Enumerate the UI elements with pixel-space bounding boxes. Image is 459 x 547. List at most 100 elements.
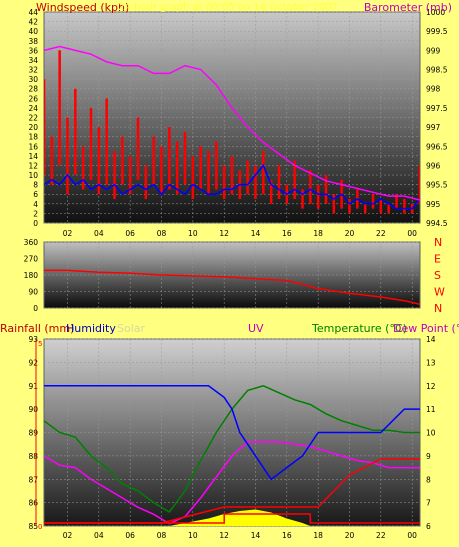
- x-tick-label: 08: [157, 229, 167, 238]
- x-tick-label: 06: [125, 229, 135, 238]
- solar-area: [169, 509, 311, 526]
- y-tick-label-right: 996: [426, 161, 441, 170]
- y-tick-label-left: 0: [33, 219, 38, 228]
- y-tick-label-left: 12: [28, 161, 38, 170]
- y-tick-label-left: 8: [33, 181, 38, 190]
- axes-labels: 0246810121416182022242628303234363840424…: [24, 8, 448, 540]
- y-tick-label-left: 0: [33, 304, 38, 313]
- y-tick-label-direction: N: [434, 302, 442, 315]
- x-tick-label: 04: [94, 229, 104, 238]
- x-tick-label: 18: [313, 229, 323, 238]
- y-tick-label-left: 18: [28, 133, 38, 142]
- y-tick-label-left: 90: [28, 405, 38, 414]
- y-tick-label-right: 8: [426, 475, 431, 484]
- y-tick-label-direction: N: [434, 236, 442, 249]
- y-tick-label-right: 13: [426, 358, 436, 367]
- y-tick-label-right: 995.5: [426, 181, 448, 190]
- y-tick-label-right: 10: [426, 429, 436, 438]
- y-tick-label-direction: S: [434, 269, 441, 282]
- label-solar: Solar: [117, 322, 146, 335]
- y-tick-label-left: 360: [24, 238, 39, 247]
- label-rainfall: Rainfall (mm): [0, 322, 74, 335]
- y-tick-label-left: 88: [28, 452, 38, 461]
- y-tick-label-left: 34: [28, 56, 38, 65]
- plot-wind-direction: [44, 269, 420, 306]
- x-tick-label: 02: [63, 531, 73, 540]
- y-tick-label-left: 92: [28, 358, 38, 367]
- y-tick-label-left: 14: [28, 152, 38, 161]
- y-tick-label-right: 999.5: [426, 27, 448, 36]
- label-graph-title: 24 hour graph at 00:05 on 14 October 200…: [118, 2, 338, 13]
- label-windspeed: Windspeed (kph): [36, 1, 129, 14]
- y-tick-label-left: 10: [28, 171, 38, 180]
- x-tick-label: 00: [407, 531, 417, 540]
- y-tick-label-direction: W: [434, 286, 445, 299]
- x-tick-label: 20: [345, 531, 355, 540]
- x-tick-label: 22: [376, 531, 386, 540]
- x-tick-label: 14: [251, 229, 261, 238]
- x-tick-label: 12: [219, 229, 229, 238]
- y-tick-label-rainfall: 0: [38, 523, 42, 531]
- humidity-line: [44, 385, 420, 481]
- y-tick-label-right: 998.5: [426, 66, 448, 75]
- x-tick-label: 04: [94, 531, 104, 540]
- y-tick-label-left: 270: [24, 255, 39, 264]
- y-tick-label-direction: E: [434, 253, 441, 266]
- y-tick-label-left: 24: [28, 104, 38, 113]
- y-tick-label-left: 30: [28, 75, 38, 84]
- grid-wind-pressure: [44, 11, 420, 224]
- y-tick-label-left: 2: [33, 209, 38, 218]
- y-tick-label-right: 998: [426, 85, 441, 94]
- wind-direction-line: [44, 269, 420, 306]
- y-tick-label-left: 87: [28, 475, 38, 484]
- y-tick-label-left: 28: [28, 85, 38, 94]
- y-tick-label-right: 997.5: [426, 104, 448, 113]
- y-tick-label-right: 997: [426, 123, 441, 132]
- y-tick-label-right: 14: [426, 335, 436, 344]
- label-dewpoint: Dew Point (°C): [393, 322, 459, 335]
- y-tick-label-left: 22: [28, 114, 38, 123]
- x-tick-label: 12: [219, 531, 229, 540]
- label-temperature: Temperature (°C): [311, 322, 407, 335]
- y-tick-label-left: 180: [24, 271, 39, 280]
- y-tick-label-left: 44: [28, 8, 38, 17]
- plot-wind-pressure: [44, 45, 420, 214]
- y-tick-label-left: 89: [28, 429, 38, 438]
- uv-step: [44, 513, 420, 524]
- y-tick-label-left: 6: [33, 190, 38, 199]
- y-tick-label-left: 90: [28, 288, 38, 297]
- y-tick-label-left: 26: [28, 94, 38, 103]
- y-tick-label-right: 999: [426, 46, 441, 55]
- y-tick-label-left: 93: [28, 335, 38, 344]
- x-tick-label: 08: [157, 531, 167, 540]
- y-tick-label-left: 4: [33, 200, 38, 209]
- y-tick-label-left: 91: [28, 382, 38, 391]
- y-tick-label-left: 20: [28, 123, 38, 132]
- label-barometer: Barometer (mb): [364, 1, 452, 14]
- y-tick-label-left: 42: [28, 18, 38, 27]
- dew-point-line: [44, 441, 420, 525]
- y-tick-label-right: 9: [426, 452, 431, 461]
- x-tick-label: 16: [282, 531, 292, 540]
- x-tick-label: 02: [63, 229, 73, 238]
- y-tick-label-right: 7: [426, 499, 431, 508]
- y-tick-label-left: 16: [28, 142, 38, 151]
- y-tick-label-right: 11: [426, 405, 436, 414]
- y-tick-label-right: 996.5: [426, 142, 448, 151]
- y-tick-label-right: 6: [426, 522, 431, 531]
- x-tick-label: 16: [282, 229, 292, 238]
- y-tick-label-rainfall: 5: [38, 340, 42, 348]
- grid-wind-direction: [44, 241, 420, 309]
- x-tick-label: 06: [125, 531, 135, 540]
- label-uv: UV: [248, 322, 264, 335]
- y-tick-label-right: 12: [426, 382, 436, 391]
- x-tick-label: 00: [407, 229, 417, 238]
- gust-line: [44, 164, 420, 210]
- x-tick-label: 10: [188, 229, 198, 238]
- y-tick-label-right: 995: [426, 200, 441, 209]
- rainfall-line: [44, 458, 420, 524]
- y-tick-label-left: 85: [28, 522, 38, 531]
- x-tick-label: 18: [313, 531, 323, 540]
